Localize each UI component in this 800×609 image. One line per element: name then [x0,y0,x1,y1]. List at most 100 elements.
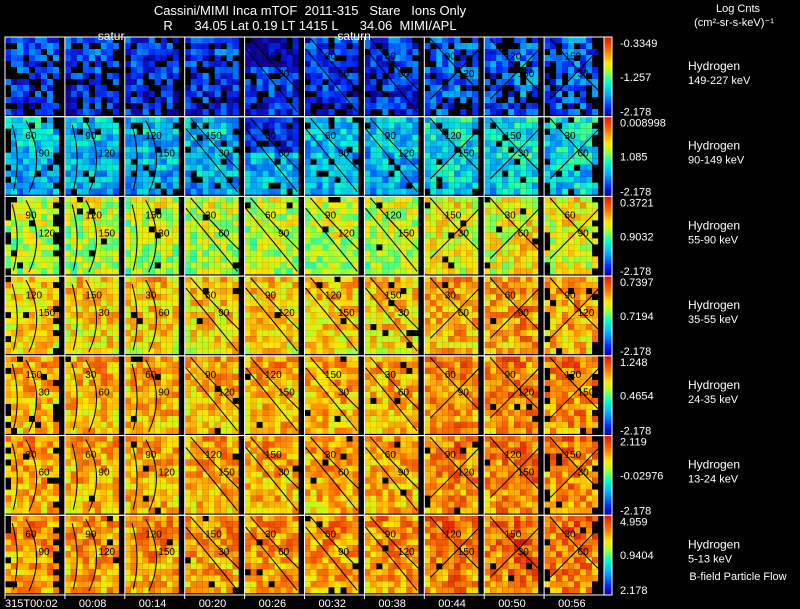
heatmap-cell [568,342,575,349]
heatmap-cell [88,37,95,43]
heatmap-cell [568,43,575,49]
heatmap-cell [41,43,47,49]
heatmap-cell [70,427,77,434]
heatmap-cell [184,348,191,355]
heatmap-cell [472,294,479,301]
heatmap-cell [35,256,41,263]
heatmap-cell [256,348,263,355]
heatmap-cell [208,122,215,129]
heatmap-cell [190,282,197,289]
heatmap-cell [196,282,203,289]
heatmap-cell [148,336,155,343]
heatmap-cell [346,415,353,422]
heatmap-cell [76,282,83,289]
heatmap-cell [274,170,281,177]
heatmap-cell [334,427,341,434]
heatmap-cell [35,152,41,159]
heatmap-cell [340,385,347,392]
heatmap-cell [196,232,203,239]
heatmap-cell [47,97,53,103]
heatmap-cell [334,188,341,195]
heatmap-cell [364,43,371,49]
heatmap-cell [220,146,227,153]
heatmap-cell [376,367,383,374]
heatmap-cell [346,276,353,283]
heatmap-cell [580,146,587,153]
heatmap-cell [196,336,203,343]
heatmap-cell [256,116,263,123]
heatmap-cell [53,55,59,61]
heatmap-cell [502,208,509,215]
heatmap-cell [112,276,119,283]
heatmap-cell [76,294,83,301]
heatmap-cell [268,367,275,374]
heatmap-cell [17,37,23,43]
heatmap-cell [268,140,275,147]
heatmap-cell [82,202,89,209]
heatmap-cell [424,158,431,165]
heatmap-cell [256,306,263,313]
heatmap-cell [382,268,389,275]
heatmap-cell [17,158,23,165]
heatmap-cell [556,152,563,159]
heatmap-cell [274,282,281,289]
heatmap-cell [334,49,341,55]
heatmap-cell [154,49,161,55]
heatmap-cell [574,336,581,343]
heatmap-cell [562,140,569,147]
heatmap-cell [53,196,59,203]
heatmap-cell [526,55,533,61]
heatmap-cell [424,103,431,109]
heatmap-cell [130,282,137,289]
heatmap-cell [280,300,287,307]
heatmap-cell [47,276,53,283]
heatmap-cell [35,244,41,251]
heatmap-cell [466,128,473,135]
heatmap-cell [112,397,119,404]
heatmap-cell [592,214,599,221]
heatmap-cell [76,202,83,209]
heatmap-cell [64,146,71,153]
heatmap-cell [382,318,389,325]
heatmap-cell [316,91,323,97]
heatmap-cell [292,342,299,349]
heatmap-cell [208,170,215,177]
heatmap-cell [196,238,203,245]
heatmap-cell [430,188,437,195]
heatmap-cell [580,49,587,55]
heatmap-cell [35,318,41,325]
heatmap-cell [70,196,77,203]
heatmap-cell [286,367,293,374]
heatmap-cell [394,232,401,239]
heatmap-cell [208,385,215,392]
heatmap-cell [472,268,479,275]
heatmap-cell [5,226,11,233]
heatmap-cell [202,61,209,67]
heatmap-cell [124,116,131,123]
heatmap-cell [406,318,413,325]
heatmap-cell [328,300,335,307]
heatmap-cell [376,342,383,349]
heatmap-cell [154,73,161,79]
heatmap-cell [82,128,89,135]
heatmap-cell [64,232,71,239]
heatmap-cell [328,170,335,177]
heatmap-cell [496,276,503,283]
heatmap-cell [184,220,191,227]
heatmap-cell [472,306,479,313]
heatmap-cell [220,391,227,398]
heatmap-cell [166,146,173,153]
heatmap-cell [520,306,527,313]
heatmap-cell [47,288,53,295]
heatmap-cell [460,170,467,177]
heatmap-cell [214,226,221,233]
heatmap-cell [544,226,551,233]
heatmap-cell [262,220,269,227]
heatmap-cell [208,355,215,362]
heatmap-cell [274,288,281,295]
heatmap-cell [250,367,257,374]
heatmap-cell [94,79,101,85]
heatmap-cell [100,379,107,386]
heatmap-cell [100,188,107,195]
heatmap-cell [532,49,539,55]
